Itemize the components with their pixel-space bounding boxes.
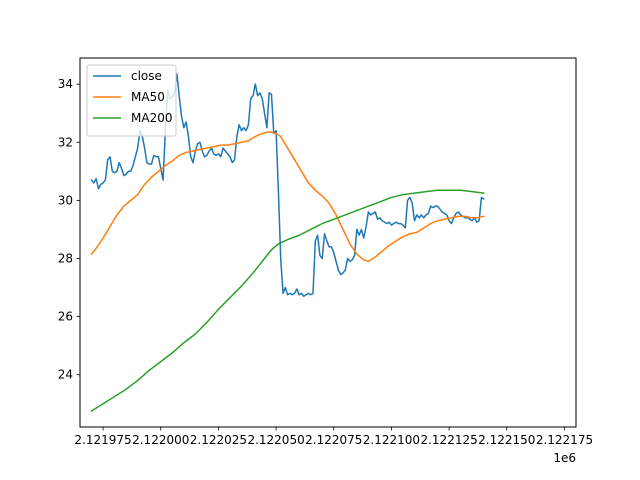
legend-label-close: close [131,69,162,83]
y-axis: 24 26 28 30 32 34 [58,77,80,382]
x-axis: 2.121975 2.122000 2.122025 2.122050 2.122075… [74,427,593,447]
plot-frame [79,57,577,428]
legend: close MA50 MA200 [86,64,177,137]
x-tick-label: 2.122025 [190,433,247,447]
series-line-ma50 [90,131,485,263]
series-line-close [90,73,485,297]
legend-label-ma50: MA50 [131,90,165,104]
x-tick-label: 2.122125 [420,433,477,447]
x-tick-label: 2.122150 [478,433,535,447]
y-tick-label: 24 [58,368,73,382]
x-tick-label: 2.122100 [363,433,420,447]
y-tick-label: 30 [58,193,73,207]
legend-label-ma200: MA200 [131,111,172,125]
y-tick-label: 32 [58,135,73,149]
x-tick-label: 2.122000 [132,433,189,447]
x-tick-label: 2.121975 [74,433,131,447]
x-tick-label: 2.122050 [247,433,304,447]
y-tick-label: 34 [58,77,73,91]
x-axis-offset-label: 1e6 [553,451,576,465]
y-tick-label: 28 [58,251,73,265]
y-tick-label: 26 [58,310,73,324]
x-tick-label: 2.122175 [536,433,593,447]
x-tick-label: 2.122075 [305,433,362,447]
series-line-ma200 [90,189,485,413]
series-lines [90,73,485,413]
